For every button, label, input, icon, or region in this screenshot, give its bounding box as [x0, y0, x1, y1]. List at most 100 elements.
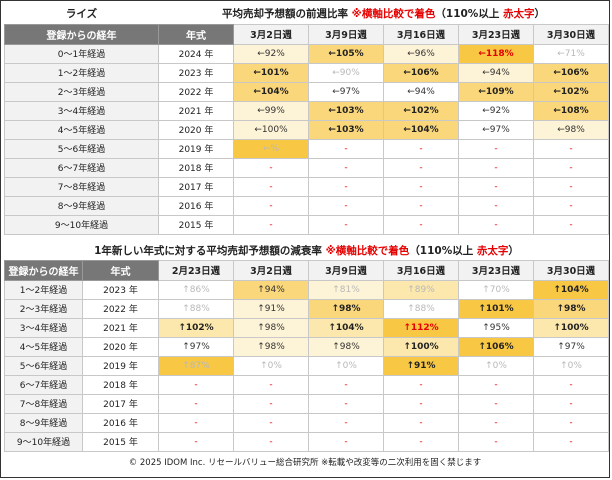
week-header: 3月9日週: [308, 259, 384, 281]
value-cell: ↑91%: [383, 355, 459, 376]
week-header: 3月2日週: [233, 259, 309, 281]
value-cell: -: [458, 157, 534, 178]
value-cell: ↑0%: [458, 355, 534, 376]
row-year: 2022 年: [82, 298, 159, 319]
value-cell: ←97%: [458, 119, 534, 140]
table-row: 2～3年経過 2022 年 ←104% ←97% ←94% ←109% ←102%: [4, 81, 609, 102]
value-cell: -: [383, 138, 459, 159]
value-cell: ↑87%: [158, 355, 234, 376]
value-cell: ↑95%: [458, 317, 534, 338]
row-label: 1～2年経過: [4, 279, 83, 300]
value-cell: ↑0%: [233, 355, 309, 376]
value-cell: ←109%: [458, 81, 534, 102]
value-cell: ←94%: [458, 62, 534, 83]
value-cell: -: [532, 393, 610, 414]
value-cell: -: [458, 195, 534, 216]
week-header: 3月2日週: [233, 23, 309, 45]
value-cell: ←94%: [383, 81, 459, 102]
table-row: 3～4年経過 2021 年 ←99% ←103% ←102% ←92% ←108%: [4, 100, 609, 121]
table2-title: 1年新しい年式に対する平均売却予想額の減衰率 ※横軸比較で着色（110%以上 赤…: [94, 244, 519, 257]
row-year: 2021 年: [158, 100, 234, 121]
value-cell: ↑100%: [532, 317, 610, 338]
value-cell: -: [308, 157, 384, 178]
row-year: 2016 年: [158, 195, 234, 216]
value-cell: ←96%: [383, 43, 459, 64]
value-cell: ↑86%: [158, 279, 234, 300]
value-cell: -: [533, 214, 609, 235]
value-cell: -: [383, 393, 459, 414]
value-cell: -: [533, 176, 609, 197]
value-cell: ←98%: [533, 119, 609, 140]
value-cell: ←90%: [308, 62, 384, 83]
table-row: 7～8年経過 2017 年------: [4, 393, 610, 414]
value-cell: ↑88%: [383, 298, 459, 319]
value-cell: -: [458, 214, 534, 235]
week-header: 2月23日週: [158, 259, 234, 281]
row-year: 2021 年: [82, 317, 159, 338]
row-label: 5～6年経過: [4, 138, 159, 159]
value-cell: -: [233, 195, 309, 216]
value-cell: ↑98%: [532, 298, 610, 319]
value-cell: ↑89%: [383, 279, 459, 300]
value-cell: ↑104%: [308, 317, 384, 338]
value-cell: -: [158, 374, 234, 395]
value-cell: -: [233, 412, 309, 433]
value-cell: -: [158, 431, 234, 452]
value-cell: ←104%: [233, 81, 309, 102]
value-cell: ↑88%: [158, 298, 234, 319]
value-cell: -: [308, 214, 384, 235]
value-cell: -: [233, 176, 309, 197]
value-cell: ↑98%: [308, 336, 384, 357]
col-header-registration: 登録からの経年: [4, 259, 83, 281]
week-header: 3月23日週: [458, 259, 534, 281]
value-cell: -: [458, 374, 534, 395]
table-row: 7～8年経過 2017 年-----: [4, 176, 609, 197]
value-cell: ←%: [233, 138, 309, 159]
row-label: 2～3年経過: [4, 298, 83, 319]
value-cell: -: [533, 195, 609, 216]
row-label: 7～8年経過: [4, 176, 159, 197]
copyright-footer: © 2025 IDOM Inc. リセールバリュー総合研究所 ※転載や改変等の二…: [128, 458, 482, 468]
table-row: 6～7年経過 2018 年-----: [4, 157, 609, 178]
table-row: 4～5年経過 2020 年 ←100% ←103% ←104% ←97% ←98%: [4, 119, 609, 140]
row-year: 2015 年: [82, 431, 159, 452]
value-cell: -: [158, 412, 234, 433]
col-header-year: 年式: [82, 259, 159, 281]
row-year: 2017 年: [158, 176, 234, 197]
value-cell: ←99%: [233, 100, 309, 121]
row-label: 4～5年経過: [4, 336, 83, 357]
value-cell: -: [383, 176, 459, 197]
value-cell: -: [383, 195, 459, 216]
row-year: 2018 年: [158, 157, 234, 178]
row-year: 2020 年: [82, 336, 159, 357]
value-cell: -: [533, 138, 609, 159]
value-cell: -: [383, 431, 459, 452]
value-cell: -: [532, 374, 610, 395]
value-cell: -: [308, 412, 384, 433]
value-cell: -: [308, 138, 384, 159]
table-row: 2～3年経過 2022 年 ↑88% ↑91% ↑98% ↑88% ↑101% ↑98%: [4, 298, 610, 319]
value-cell: -: [533, 157, 609, 178]
row-year: 2024 年: [158, 43, 234, 64]
row-label: 8～9年経過: [4, 195, 159, 216]
value-cell: -: [458, 138, 534, 159]
value-cell: ↑97%: [158, 336, 234, 357]
value-cell: ↑98%: [233, 317, 309, 338]
value-cell: ←103%: [308, 100, 384, 121]
year-decay-table: 1年新しい年式に対する平均売却予想額の減衰率 ※横軸比較で着色（110%以上 赤…: [4, 241, 610, 452]
value-cell: -: [308, 431, 384, 452]
value-cell: -: [233, 214, 309, 235]
value-cell: ↑112%: [383, 317, 459, 338]
value-cell: -: [308, 393, 384, 414]
row-label: 8～9年経過: [4, 412, 83, 433]
value-cell: ↑0%: [532, 355, 610, 376]
value-cell: ↑101%: [458, 298, 534, 319]
weekly-ratio-table: ライズ 平均売却予想額の前週比率 ※横軸比較で着色（110%以上 赤太字） 登録…: [4, 4, 609, 235]
row-label: 6～7年経過: [4, 157, 159, 178]
value-cell: ←71%: [533, 43, 609, 64]
row-year: 2016 年: [82, 412, 159, 433]
value-cell: ←104%: [383, 119, 459, 140]
value-cell: ↑91%: [233, 298, 309, 319]
value-cell: ↑81%: [308, 279, 384, 300]
